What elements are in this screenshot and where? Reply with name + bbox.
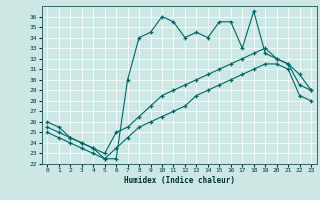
- X-axis label: Humidex (Indice chaleur): Humidex (Indice chaleur): [124, 176, 235, 185]
